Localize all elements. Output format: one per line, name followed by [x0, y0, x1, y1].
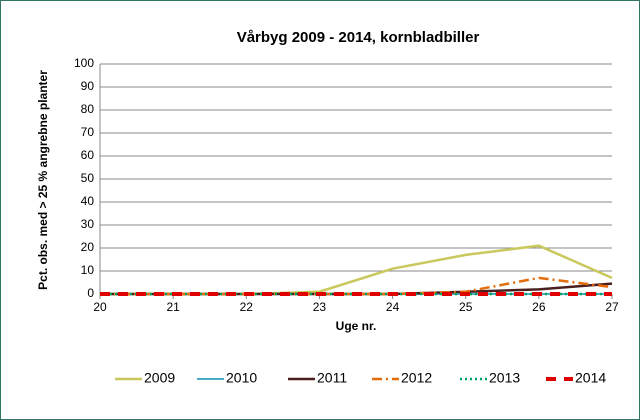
x-tick-label: 24 [386, 300, 400, 314]
x-axis-label: Uge nr. [336, 319, 377, 333]
x-tick-label: 27 [605, 300, 619, 314]
x-tick-label: 20 [93, 300, 107, 314]
x-tick-label: 23 [313, 300, 327, 314]
legend-label: 2014 [575, 370, 606, 386]
legend-label: 2013 [489, 370, 520, 386]
x-tick-label: 26 [532, 300, 546, 314]
x-tick-label: 21 [166, 300, 180, 314]
y-tick-label: 0 [87, 286, 94, 300]
y-tick-label: 60 [81, 148, 95, 162]
y-tick-label: 10 [81, 263, 95, 277]
y-tick-label: 90 [81, 79, 95, 93]
y-tick-label: 30 [81, 217, 95, 231]
y-tick-label: 40 [81, 194, 95, 208]
legend-label: 2010 [226, 370, 257, 386]
y-tick-label: 70 [81, 125, 95, 139]
x-tick-label: 22 [240, 300, 254, 314]
y-tick-label: 80 [81, 102, 95, 116]
legend-label: 2012 [401, 370, 432, 386]
legend-label: 2009 [144, 370, 175, 386]
chart-title: Vårbyg 2009 - 2014, kornbladbiller [237, 29, 480, 46]
legend-label: 2011 [317, 370, 347, 386]
y-tick-label: 20 [81, 240, 95, 254]
y-tick-label: 50 [81, 171, 95, 185]
x-tick-label: 25 [459, 300, 473, 314]
y-axis-label: Pct. obs. med > 25 % angrebne planter [36, 70, 50, 290]
y-tick-label: 100 [74, 56, 94, 70]
